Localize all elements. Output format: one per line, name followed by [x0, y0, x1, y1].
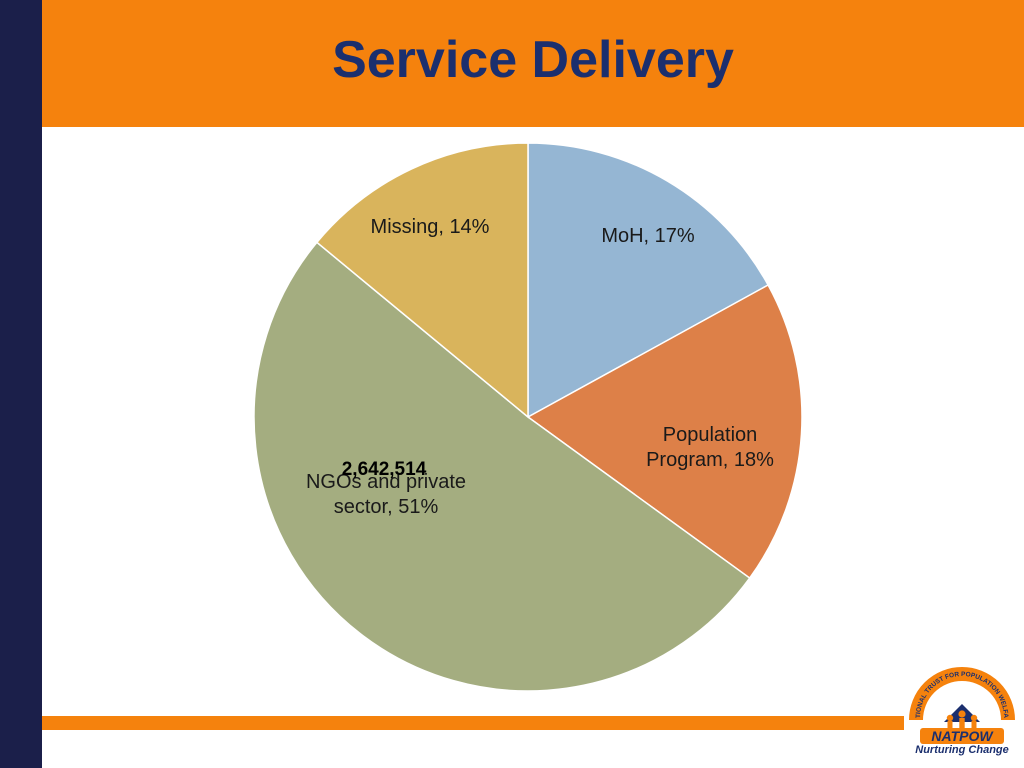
- pie-slice: [253, 241, 751, 692]
- page-title: Service Delivery: [332, 31, 734, 89]
- bottom-stripe: [42, 716, 904, 730]
- natpow-logo: NATIONAL TRUST FOR POPULATION WELFARE NA…: [906, 660, 1015, 744]
- pie-slice: [526, 283, 803, 580]
- slice-label: NGOs and private sector, 51%: [306, 471, 466, 518]
- pie-slice: [527, 142, 770, 419]
- slice-label: Missing, 14%: [371, 216, 490, 238]
- left-bar: [0, 0, 42, 768]
- header-divider: [42, 127, 1024, 129]
- pie-slice: [315, 142, 529, 419]
- logo-wordmark: NATPOW: [931, 728, 994, 744]
- slice-label: Population Program, 18%: [646, 424, 774, 471]
- header-band: [42, 0, 1024, 127]
- logo-tagline: Nurturing Change: [915, 744, 1009, 756]
- slice-label: MoH, 17%: [601, 225, 695, 247]
- total-annotation: 2,642,514: [342, 459, 427, 480]
